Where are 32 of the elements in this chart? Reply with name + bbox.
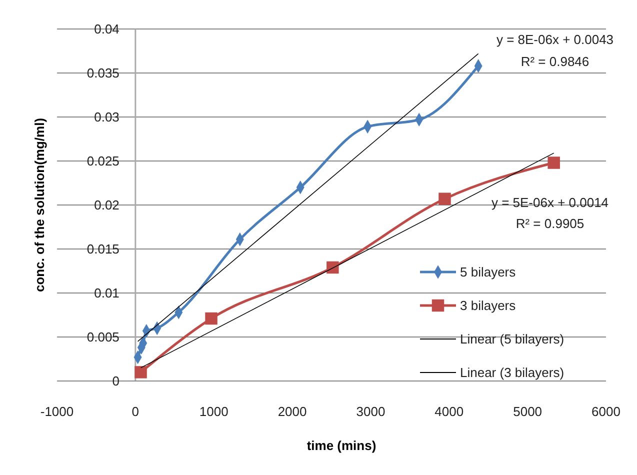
point (326, 261, 339, 274)
legend-label: 3 bilayers (460, 298, 516, 314)
annotation: R² = 0.9905 (516, 216, 584, 231)
y-tick-label: 0.01 (94, 286, 120, 301)
y-tick-label: 0.015 (86, 242, 120, 257)
y-tick-label: 0.03 (94, 110, 120, 125)
y-tick-label: 0.025 (86, 154, 120, 169)
y-axis-title: conc. of the solution(mg/ml) (32, 118, 47, 292)
x-tick-label: 5000 (513, 404, 542, 419)
x-tick-label: 2000 (278, 404, 307, 419)
x-tick-label: 6000 (592, 404, 620, 419)
x-tick-label: -1000 (40, 404, 74, 419)
y-tick-label: 0.04 (94, 22, 120, 37)
y-tick-label: 0.02 (94, 198, 120, 213)
y-tick-label: 0.005 (86, 330, 120, 345)
legend-label: Linear (5 bilayers) (460, 332, 564, 347)
annotation: R² = 0.9846 (520, 54, 590, 69)
point (134, 366, 147, 378)
x-tick-label: 3000 (356, 404, 386, 419)
annotation: y = 8E-06x + 0.0043 (496, 32, 614, 47)
point (438, 192, 451, 205)
x-tick-label: 4000 (434, 404, 464, 419)
x-axis-title: time (mins) (306, 438, 376, 453)
legend-label: Linear (3 bilayers) (460, 365, 564, 380)
x-tick-label: 1000 (199, 404, 228, 419)
point (205, 312, 218, 325)
legend-label: 5 bilayers (460, 264, 516, 280)
y-tick-label: 0.035 (86, 66, 120, 81)
y-tick-label: 0 (112, 374, 120, 389)
point (548, 156, 560, 169)
annotation: y = 5E-06x + 0.0014 (491, 195, 609, 210)
x-tick-label: 0 (132, 404, 140, 419)
